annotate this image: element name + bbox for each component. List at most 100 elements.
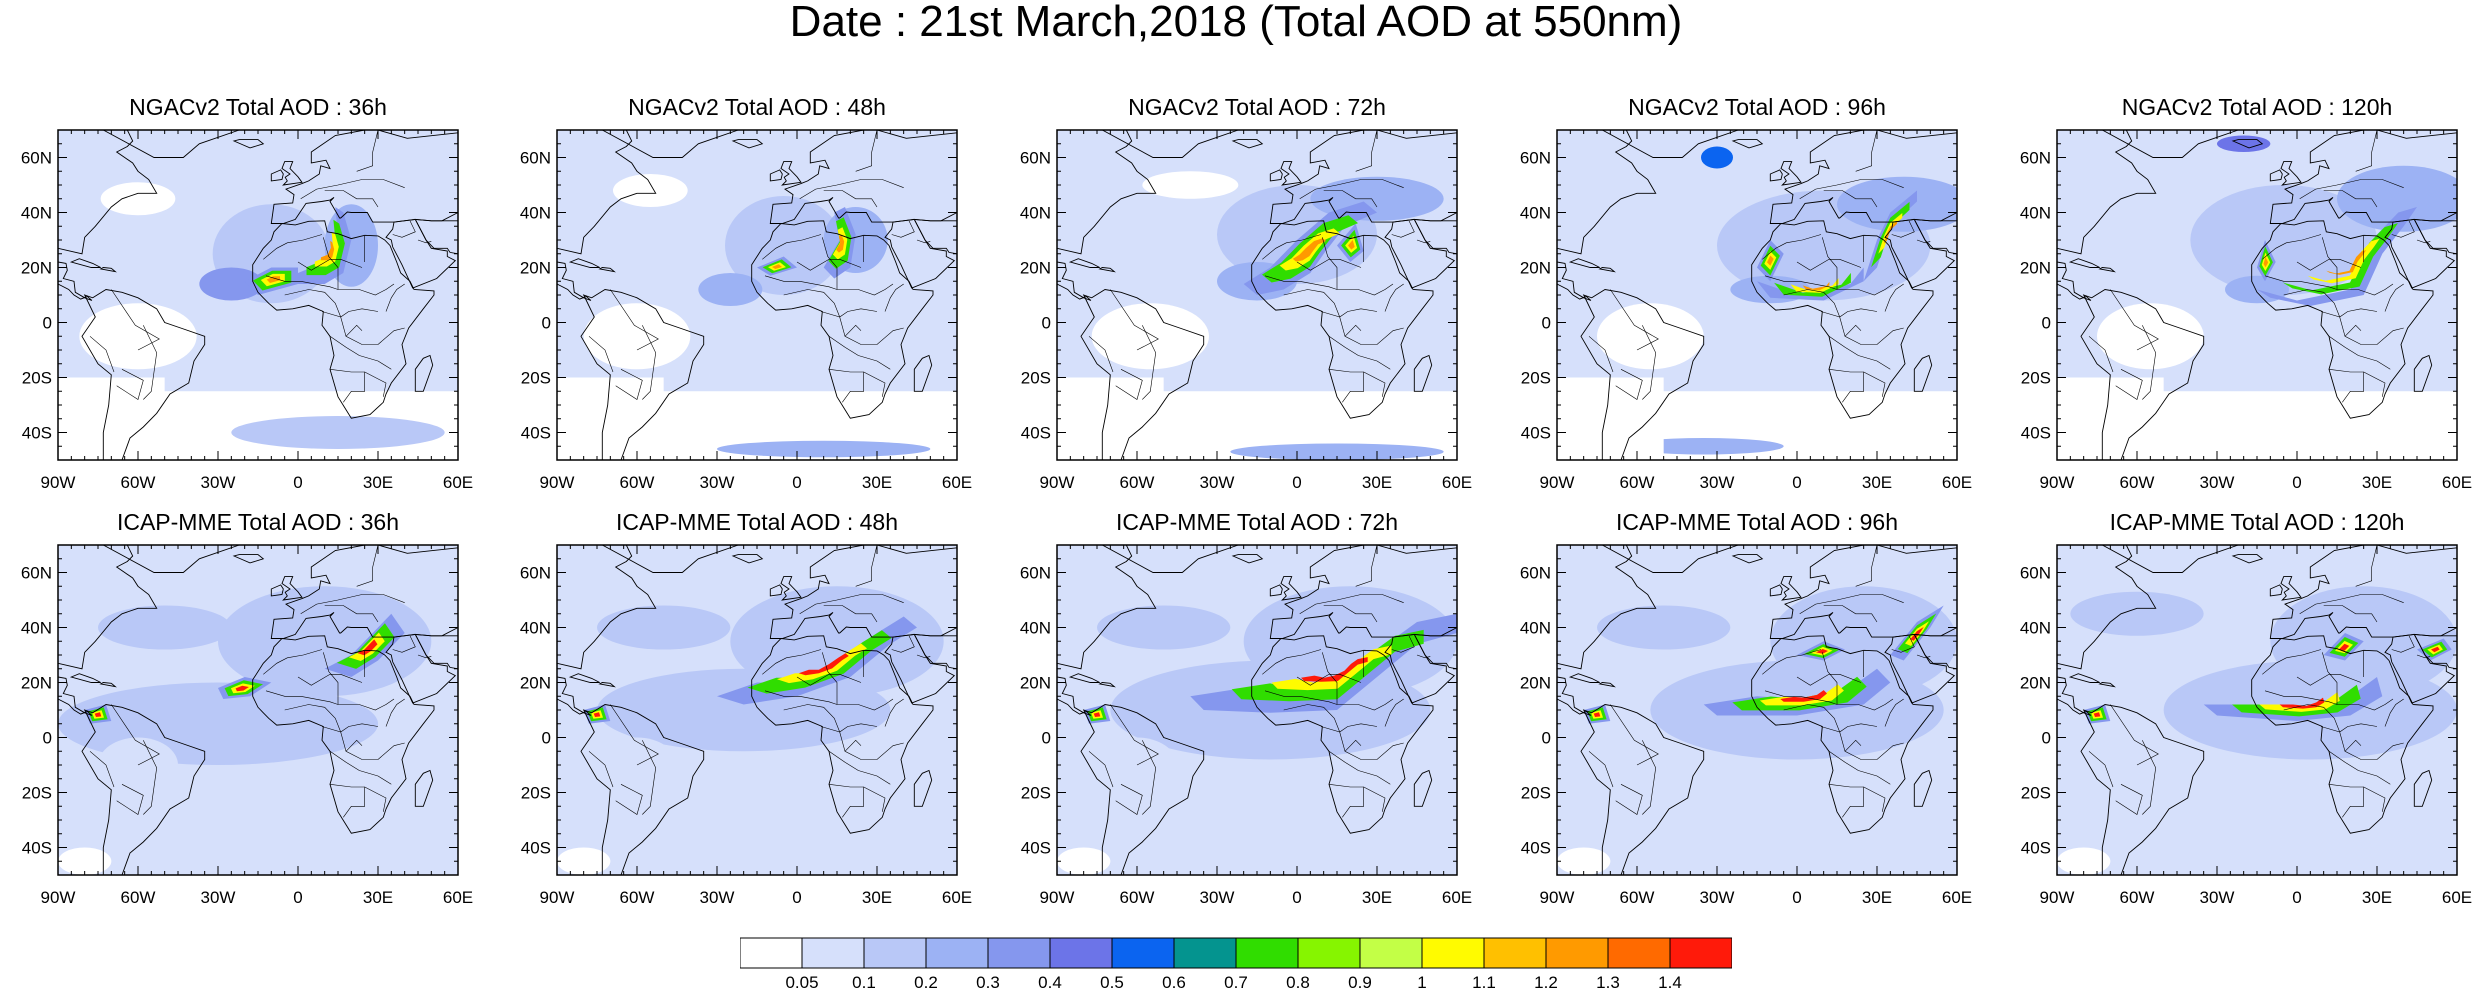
aod-patch xyxy=(2097,303,2204,370)
panel-title: ICAP-MME Total AOD : 120h xyxy=(2109,509,2405,535)
coastline xyxy=(1102,545,1239,573)
lat-tick-label: 60N xyxy=(1020,149,1051,168)
axis-ticks xyxy=(2056,544,2458,876)
country-border xyxy=(615,369,643,400)
country-border xyxy=(356,545,379,587)
country-border xyxy=(2115,784,2143,815)
country-border xyxy=(1610,289,1659,351)
coastline xyxy=(580,289,705,460)
aod-plume-peak xyxy=(798,653,849,676)
lon-tick-label: 30E xyxy=(862,888,892,907)
coastline xyxy=(1251,635,1434,834)
lon-tick-label: 60E xyxy=(942,473,972,492)
country-border xyxy=(111,289,160,351)
aod-plume-peak xyxy=(1802,281,1830,291)
aod-background xyxy=(1557,377,1664,460)
map-panel-ngacv2-36h: NGACv2 Total AOD : 36h 90W 60W 30W 0 30E 60E 60… xyxy=(21,94,473,550)
country-border xyxy=(2391,635,2415,653)
coastline xyxy=(2102,130,2239,158)
axis-ticks xyxy=(1556,544,1958,876)
country-border xyxy=(799,594,904,615)
coastline xyxy=(1413,354,1433,392)
coastline xyxy=(1102,130,1239,158)
country-border xyxy=(1642,740,1657,815)
coastline xyxy=(270,545,458,639)
lat-tick-label: 40S xyxy=(521,424,551,443)
coastline xyxy=(1731,139,1764,149)
country-border xyxy=(855,545,878,587)
country-border xyxy=(783,289,878,318)
country-border xyxy=(823,605,878,623)
colorbar-label: 1 xyxy=(1417,973,1426,992)
lat-tick-label: 20N xyxy=(21,259,52,278)
lon-tick-label: 60E xyxy=(1942,473,1972,492)
coastlines xyxy=(557,545,957,875)
country-border xyxy=(1615,369,1643,400)
coastline xyxy=(1269,545,1457,639)
coastlines xyxy=(557,130,957,460)
country-border xyxy=(329,336,392,370)
aod-plume-peak xyxy=(1093,712,1101,717)
aod-field xyxy=(58,545,458,875)
lon-tick-label: 0 xyxy=(792,888,801,907)
country-border xyxy=(265,690,395,711)
colorbar-label: 0.3 xyxy=(976,973,1000,992)
lat-tick-label: 60N xyxy=(21,564,52,583)
country-border xyxy=(1115,369,1143,400)
coastline xyxy=(751,635,934,834)
country-border xyxy=(356,130,379,172)
country-borders xyxy=(2088,545,2431,818)
country-border xyxy=(799,179,904,200)
lat-tick-label: 0 xyxy=(1542,729,1551,748)
coastline xyxy=(1231,554,1264,564)
country-border xyxy=(116,369,144,400)
coastlines xyxy=(1557,130,1957,460)
coastline xyxy=(1080,704,1205,875)
country-border xyxy=(2264,690,2394,711)
coastline xyxy=(769,169,783,182)
lon-tick-label: 60E xyxy=(1442,888,1472,907)
aod-plume-core xyxy=(2282,223,2398,295)
coastline xyxy=(232,139,265,149)
country-border xyxy=(820,726,904,760)
country-border xyxy=(89,751,115,788)
lon-tick-label: 60E xyxy=(1942,888,1972,907)
country-border xyxy=(884,698,904,727)
coastline xyxy=(913,633,957,670)
country-border xyxy=(1110,704,1159,766)
aod-plume-core xyxy=(348,632,385,661)
lon-tick-label: 30E xyxy=(1362,473,1392,492)
colorbar-swatch xyxy=(801,937,865,969)
country-border xyxy=(297,674,363,686)
country-border xyxy=(364,371,387,397)
country-border xyxy=(2328,369,2365,403)
aod-patch xyxy=(98,605,232,650)
country-border xyxy=(143,740,158,815)
coastline xyxy=(385,218,457,289)
colorbar-swatch xyxy=(1359,937,1423,969)
coastline xyxy=(58,130,158,255)
aod-plume-peak xyxy=(2093,712,2101,717)
country-border xyxy=(111,704,160,766)
lon-tick-label: 90W xyxy=(1040,888,1075,907)
country-border xyxy=(1796,259,1862,271)
country-border xyxy=(828,751,891,785)
lat-tick-label: 20S xyxy=(2021,369,2051,388)
coastline xyxy=(568,258,600,268)
coastline xyxy=(2057,676,2092,716)
lon-tick-label: 60W xyxy=(1120,473,1155,492)
country-border xyxy=(329,784,366,818)
country-border xyxy=(642,325,657,400)
coastline xyxy=(557,545,657,670)
lat-tick-label: 60N xyxy=(520,564,551,583)
country-border xyxy=(1822,652,1838,705)
aod-plume-peak xyxy=(1292,238,1327,262)
country-border xyxy=(762,649,822,675)
colorbar-label: 0.8 xyxy=(1286,973,1310,992)
country-border xyxy=(844,739,862,752)
country-border xyxy=(1323,605,1378,623)
country-border xyxy=(828,336,891,370)
coastline xyxy=(252,220,435,419)
country-border xyxy=(1344,324,1362,337)
country-border xyxy=(2363,371,2386,397)
